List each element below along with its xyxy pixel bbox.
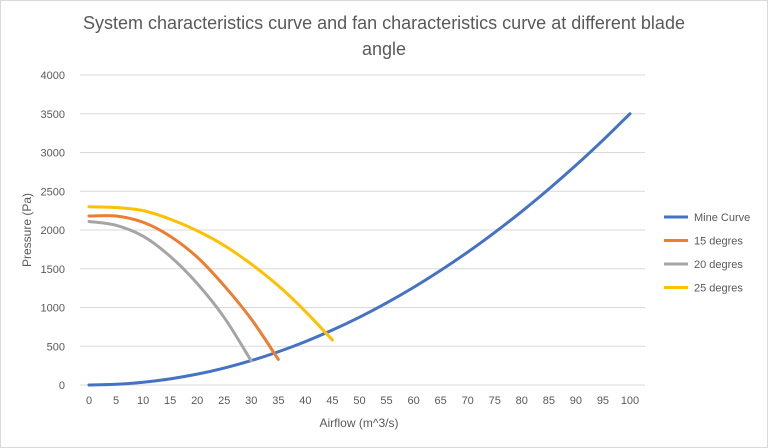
chart-title-line-2: angle xyxy=(361,39,407,59)
y-tick-label: 2500 xyxy=(41,186,65,198)
legend-label-20-degres: 20 degres xyxy=(694,259,743,271)
series-line-25-degres xyxy=(87,205,334,342)
y-tick-label: 0 xyxy=(59,380,65,392)
y-tick-label: 2000 xyxy=(41,225,65,237)
x-tick-label: 40 xyxy=(299,395,311,407)
x-tick-label: 30 xyxy=(245,395,257,407)
x-tick-label: 15 xyxy=(164,395,176,407)
x-tick-label: 60 xyxy=(407,395,419,407)
series-line-mine-curve xyxy=(87,112,632,387)
series-lines xyxy=(87,112,632,387)
x-tick-label: 100 xyxy=(621,395,639,407)
legend-label-mine-curve: Mine Curve xyxy=(694,212,750,224)
x-tick-label: 10 xyxy=(137,395,149,407)
x-tick-label: 70 xyxy=(462,395,474,407)
y-tick-label: 4000 xyxy=(41,70,65,82)
series-line-20-degres xyxy=(87,219,253,363)
x-tick-label: 75 xyxy=(489,395,501,407)
chart-title: System characteristics curve and fan cha… xyxy=(0,10,768,62)
legend-label-25-degres: 25 degres xyxy=(694,283,743,295)
axes: 0 500 1000 1500 2000 2500 3000 3500 4000 0 5 10 15 20… xyxy=(41,70,645,407)
x-tick-label: 85 xyxy=(543,395,555,407)
y-tick-label: 3000 xyxy=(41,148,65,160)
x-tick-label: 20 xyxy=(191,395,203,407)
x-tick-label: 50 xyxy=(353,395,365,407)
x-tick-label: 25 xyxy=(218,395,230,407)
x-tick-label: 55 xyxy=(380,395,392,407)
legend: Mine Curve 15 degres 20 degres 25 degres xyxy=(664,212,750,295)
y-tick-label: 1000 xyxy=(41,303,65,315)
x-tick-label: 80 xyxy=(516,395,528,407)
y-tick-label: 1500 xyxy=(41,264,65,276)
x-tick-label: 35 xyxy=(272,395,284,407)
x-tick-label: 45 xyxy=(326,395,338,407)
y-tick-label: 500 xyxy=(47,341,65,353)
x-tick-label: 90 xyxy=(570,395,582,407)
y-axis-label: Pressure (Pa) xyxy=(20,193,34,267)
series-line-15-degres xyxy=(87,214,280,361)
gridlines xyxy=(80,74,645,347)
x-tick-label: 65 xyxy=(435,395,447,407)
x-tick-label: 0 xyxy=(86,395,92,407)
x-tick-label: 95 xyxy=(597,395,609,407)
legend-label-15-degres: 15 degres xyxy=(694,236,743,248)
x-axis-label: Airflow (m^3/s) xyxy=(320,416,399,430)
chart-title-line-1: System characteristics curve and fan cha… xyxy=(83,13,685,33)
y-tick-label: 3500 xyxy=(41,109,65,121)
x-tick-label: 5 xyxy=(113,395,119,407)
